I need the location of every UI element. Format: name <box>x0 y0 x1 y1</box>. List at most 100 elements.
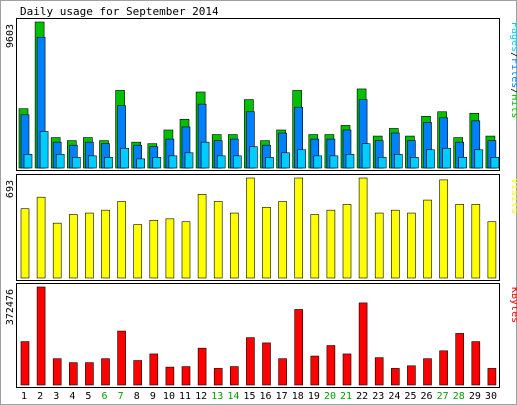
legend-kbytes: KBytes <box>509 287 517 323</box>
bar-kbytes-day-7 <box>117 330 126 386</box>
bar-visits-day-22 <box>358 177 368 279</box>
x-tick-label-day-3: 3 <box>53 391 59 402</box>
bar-visits-day-19 <box>310 214 320 279</box>
y-max-label-kbytes: 372476 <box>5 289 16 325</box>
bar-pages-day-3 <box>55 154 65 169</box>
bar-pages-day-7 <box>120 147 129 169</box>
x-tick-label-day-22: 22 <box>356 391 368 402</box>
bar-kbytes-day-25 <box>407 365 416 386</box>
bar-pages-day-1 <box>23 154 33 169</box>
bar-visits-day-10 <box>165 218 175 279</box>
bar-visits-day-4 <box>69 214 78 279</box>
bar-kbytes-day-3 <box>52 358 62 386</box>
x-tick-label-day-13: 13 <box>211 391 223 402</box>
bar-kbytes-day-6 <box>101 358 110 386</box>
bar-visits-day-12 <box>197 194 207 279</box>
bar-kbytes-day-30 <box>487 368 497 386</box>
bar-visits-day-1 <box>20 208 30 279</box>
bar-kbytes-day-17 <box>278 358 287 386</box>
y-max-label-hits-files-pages: 9603 <box>5 24 16 48</box>
bar-visits-day-13 <box>213 201 223 279</box>
legend-separator: / <box>509 52 517 58</box>
bar-visits-day-9 <box>149 219 159 279</box>
bar-visits-day-27 <box>439 179 448 279</box>
bar-pages-day-23 <box>377 157 387 169</box>
x-tick-label-day-17: 17 <box>276 391 288 402</box>
bar-pages-day-2 <box>39 131 49 169</box>
bar-kbytes-day-2 <box>36 286 46 386</box>
legend-item-pages: Pages <box>509 22 517 52</box>
x-tick-label-day-8: 8 <box>134 391 140 402</box>
x-tick-label-day-9: 9 <box>150 391 156 402</box>
bar-visits-day-30 <box>487 221 497 279</box>
bar-pages-day-6 <box>104 157 113 169</box>
bar-visits-day-3 <box>52 222 62 279</box>
bar-visits-day-21 <box>342 204 352 279</box>
bar-visits-day-6 <box>101 209 110 279</box>
bar-visits-day-24 <box>390 209 400 279</box>
bar-visits-day-28 <box>455 204 465 279</box>
bar-pages-day-27 <box>442 147 451 169</box>
x-tick-label-day-27: 27 <box>437 391 449 402</box>
bar-visits-day-25 <box>407 212 416 279</box>
bar-kbytes-day-27 <box>439 350 448 386</box>
x-tick-label-day-11: 11 <box>179 391 191 402</box>
x-tick-label-day-6: 6 <box>102 391 108 402</box>
bar-kbytes-day-10 <box>165 366 175 386</box>
legend-hits-files-pages: Pages/Files/Hits <box>509 22 517 118</box>
x-tick-label-day-5: 5 <box>85 391 91 402</box>
bar-kbytes-day-13 <box>213 368 223 386</box>
bar-pages-day-8 <box>136 158 145 169</box>
x-tick-label-day-2: 2 <box>37 391 43 402</box>
x-tick-label-day-28: 28 <box>453 391 465 402</box>
panel-frame-hits-files-pages <box>16 18 500 171</box>
legend-separator: / <box>509 88 517 94</box>
bar-pages-day-18 <box>297 149 307 169</box>
bar-kbytes-day-22 <box>358 302 368 386</box>
bar-kbytes-day-23 <box>374 357 384 386</box>
bar-kbytes-day-15 <box>246 337 255 386</box>
legend-item-files: Files <box>509 58 517 88</box>
bar-kbytes-day-26 <box>423 358 432 386</box>
bar-pages-day-22 <box>361 143 371 169</box>
bar-pages-day-16 <box>265 157 274 169</box>
bar-pages-day-28 <box>458 157 468 169</box>
bar-visits-day-16 <box>262 206 271 279</box>
x-tick-label-day-10: 10 <box>163 391 175 402</box>
x-tick-label-day-25: 25 <box>404 391 416 402</box>
bar-pages-day-24 <box>393 154 403 169</box>
y-max-label-visits: 693 <box>5 180 16 198</box>
bar-kbytes-day-18 <box>294 309 304 386</box>
x-tick-label-day-18: 18 <box>292 391 304 402</box>
legend-item-visits: Visits <box>509 178 517 214</box>
bar-pages-day-13 <box>216 155 226 169</box>
bar-pages-day-30 <box>490 157 500 169</box>
x-tick-label-day-12: 12 <box>195 391 207 402</box>
bar-pages-day-5 <box>88 155 97 169</box>
bar-pages-day-10 <box>168 155 178 169</box>
bar-kbytes-day-9 <box>149 353 159 386</box>
x-tick-label-day-16: 16 <box>260 391 272 402</box>
bar-kbytes-day-5 <box>85 362 94 386</box>
bar-pages-day-17 <box>281 152 290 169</box>
x-tick-label-day-14: 14 <box>227 391 239 402</box>
bar-pages-day-26 <box>426 149 435 169</box>
bar-pages-day-11 <box>184 152 194 169</box>
bar-visits-day-26 <box>423 199 432 279</box>
bar-pages-day-15 <box>249 146 258 169</box>
bar-pages-day-25 <box>410 157 419 169</box>
bar-visits-day-5 <box>85 212 94 279</box>
bar-kbytes-day-4 <box>69 362 78 386</box>
bar-kbytes-day-14 <box>230 366 239 386</box>
bar-pages-day-12 <box>200 141 210 169</box>
x-tick-label-day-23: 23 <box>372 391 384 402</box>
panel-frame-kbytes <box>16 283 500 388</box>
panel-frame-visits <box>16 174 500 281</box>
bar-pages-day-20 <box>329 155 339 169</box>
bar-kbytes-day-11 <box>181 366 191 386</box>
bar-kbytes-day-24 <box>390 368 400 386</box>
legend-item-hits: Hits <box>509 94 517 118</box>
bar-visits-day-11 <box>181 221 191 279</box>
